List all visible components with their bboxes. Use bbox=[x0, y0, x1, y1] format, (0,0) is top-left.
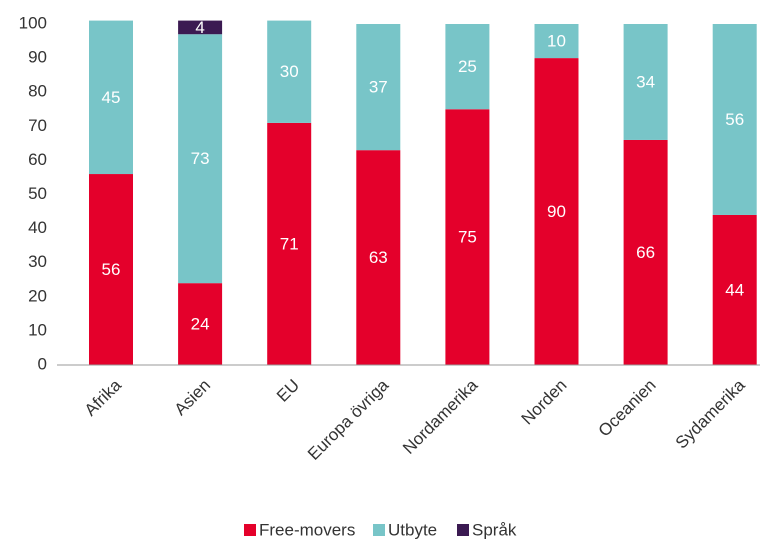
x-tick-label: EU bbox=[273, 376, 303, 406]
bar-segment bbox=[445, 24, 490, 110]
bar-segment bbox=[356, 150, 401, 365]
y-tick-label: 20 bbox=[28, 286, 47, 305]
y-tick-label: 30 bbox=[28, 252, 47, 271]
y-tick-label: 70 bbox=[28, 116, 47, 135]
bar-segment bbox=[445, 109, 490, 365]
data-label: 37 bbox=[369, 78, 388, 97]
x-tick-label: Europa övriga bbox=[304, 375, 393, 464]
x-tick-label: Afrika bbox=[81, 375, 126, 420]
y-tick-label: 90 bbox=[28, 48, 47, 67]
bar-segment bbox=[712, 24, 757, 215]
data-label: 71 bbox=[280, 234, 299, 253]
data-label: 10 bbox=[547, 32, 566, 51]
x-tick-label: Nordamerika bbox=[399, 375, 482, 458]
data-label: 45 bbox=[102, 88, 121, 107]
data-label: 4 bbox=[195, 18, 204, 37]
bar-segment bbox=[89, 174, 133, 365]
bar-segment bbox=[534, 24, 579, 59]
bar-segment bbox=[89, 20, 133, 175]
bar-segment bbox=[623, 24, 668, 140]
bar-segment bbox=[267, 122, 312, 365]
data-label: 56 bbox=[725, 110, 744, 129]
x-tick-label: Sydamerika bbox=[672, 375, 749, 452]
bar-segment bbox=[178, 20, 223, 35]
data-label: 44 bbox=[725, 280, 744, 299]
data-label: 90 bbox=[547, 202, 566, 221]
x-tick-label: Asien bbox=[171, 376, 215, 420]
data-label: 25 bbox=[458, 57, 477, 76]
y-tick-label: 0 bbox=[38, 354, 47, 373]
data-label: 24 bbox=[191, 315, 210, 334]
data-label: 75 bbox=[458, 228, 477, 247]
y-tick-label: 60 bbox=[28, 150, 47, 169]
legend-label: Språk bbox=[472, 520, 517, 539]
x-tick-label: Oceanien bbox=[595, 376, 660, 441]
bar-segment bbox=[623, 139, 668, 365]
data-label: 34 bbox=[636, 72, 655, 91]
legend-label: Free-movers bbox=[259, 520, 355, 539]
bar-segment bbox=[356, 24, 401, 151]
legend-label: Utbyte bbox=[388, 520, 437, 539]
bar-segment bbox=[178, 34, 223, 284]
data-label: 73 bbox=[191, 149, 210, 168]
bar-segment bbox=[267, 20, 312, 123]
legend-swatch bbox=[373, 524, 385, 536]
data-label: 56 bbox=[102, 260, 121, 279]
data-label: 66 bbox=[636, 243, 655, 262]
data-label: 63 bbox=[369, 248, 388, 267]
x-tick-label: Norden bbox=[518, 376, 571, 429]
y-tick-label: 40 bbox=[28, 218, 47, 237]
data-label: 30 bbox=[280, 62, 299, 81]
legend-swatch bbox=[244, 524, 256, 536]
bar-segment bbox=[178, 283, 223, 365]
y-tick-label: 50 bbox=[28, 184, 47, 203]
y-tick-label: 10 bbox=[28, 320, 47, 339]
bar-segment bbox=[534, 58, 579, 365]
legend-swatch bbox=[457, 524, 469, 536]
y-tick-label: 80 bbox=[28, 82, 47, 101]
bar-segment bbox=[712, 214, 757, 365]
y-tick-label: 100 bbox=[19, 13, 47, 32]
